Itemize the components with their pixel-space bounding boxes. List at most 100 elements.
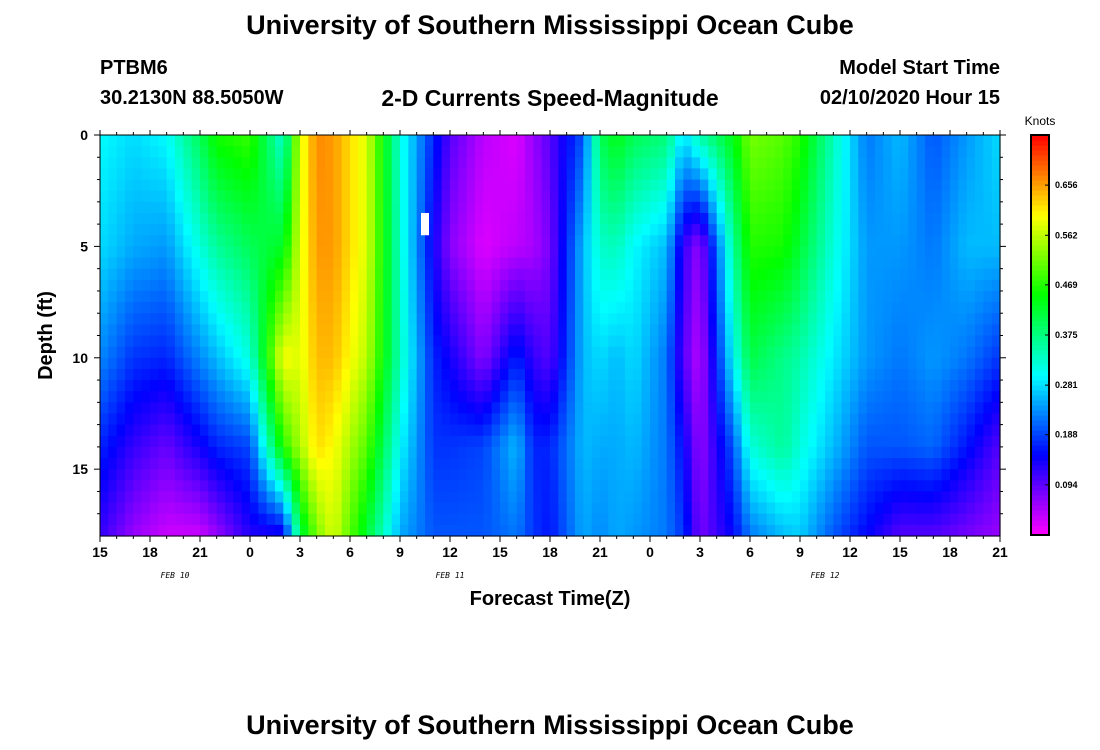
heatmap-cell — [816, 413, 826, 426]
heatmap-cell — [891, 235, 901, 247]
heatmap-cell — [416, 268, 426, 281]
heatmap-cell — [825, 246, 834, 259]
heatmap-cell — [400, 513, 409, 526]
heatmap-cell — [191, 335, 201, 348]
heatmap-cell — [758, 302, 768, 314]
heatmap-cell — [541, 246, 551, 259]
heatmap-cell — [733, 391, 743, 403]
heatmap-cell — [566, 346, 576, 359]
heatmap-cell — [566, 469, 576, 481]
heatmap-cell — [725, 179, 734, 192]
heatmap-cell — [316, 302, 326, 314]
heatmap-cell — [283, 435, 293, 448]
heatmap-cell — [166, 257, 176, 270]
heatmap-cell — [141, 279, 151, 292]
heatmap-cell — [208, 246, 218, 259]
heatmap-cell — [266, 157, 276, 170]
heatmap-cell — [908, 157, 918, 170]
heatmap-cell — [658, 480, 668, 493]
heatmap-cell — [958, 135, 968, 147]
heatmap-cell — [500, 290, 509, 303]
heatmap-cell — [750, 135, 759, 147]
heatmap-cell — [175, 235, 184, 247]
heatmap-cell — [375, 435, 384, 448]
heatmap-cell — [150, 257, 159, 270]
heatmap-cell — [283, 402, 293, 415]
heatmap-cell — [616, 235, 626, 247]
heatmap-cell — [175, 435, 184, 448]
heatmap-cell — [600, 469, 609, 481]
heatmap-cell — [750, 324, 759, 337]
heatmap-cell — [541, 268, 551, 281]
heatmap-cell — [258, 146, 268, 158]
heatmap-cell — [866, 335, 876, 348]
heatmap-cell — [883, 268, 893, 281]
heatmap-cell — [500, 458, 509, 470]
heatmap-cell — [416, 235, 426, 247]
heatmap-cell — [366, 491, 376, 504]
heatmap-cell — [291, 368, 301, 381]
heatmap-cell — [866, 513, 876, 526]
heatmap-cell — [200, 224, 209, 236]
heatmap-cell — [533, 458, 543, 470]
y-axis-title: Depth (ft) — [35, 291, 57, 380]
heatmap-cell — [933, 446, 943, 459]
heatmap-cell — [883, 246, 893, 259]
heatmap-cell — [816, 391, 826, 403]
heatmap-cell — [708, 357, 718, 370]
heatmap-cell — [341, 524, 351, 537]
heatmap-cell — [475, 480, 484, 493]
heatmap-cell — [416, 413, 426, 426]
heatmap-cell — [866, 179, 876, 192]
colorbar-segment — [1031, 520, 1049, 526]
heatmap-cell — [150, 513, 159, 526]
heatmap-cell — [416, 435, 426, 448]
heatmap-cell — [783, 146, 793, 158]
heatmap-cell — [325, 380, 334, 392]
heatmap-cell — [691, 424, 701, 437]
heatmap-cell — [683, 201, 693, 214]
heatmap-cell — [258, 391, 268, 403]
heatmap-cell — [475, 446, 484, 459]
heatmap-cell — [908, 357, 918, 370]
heatmap-cell — [141, 146, 151, 158]
heatmap-cell — [616, 190, 626, 203]
heatmap-cells — [100, 135, 1001, 537]
y-tick-label: 5 — [80, 238, 88, 254]
heatmap-cell — [750, 201, 759, 214]
heatmap-cell — [658, 524, 668, 537]
heatmap-cell — [158, 368, 168, 381]
heatmap-cell — [283, 279, 293, 292]
heatmap-cell — [366, 290, 376, 303]
colorbar-segment — [1031, 295, 1049, 301]
heatmap-cell — [725, 335, 734, 348]
heatmap-cell — [733, 146, 743, 158]
heatmap-cell — [908, 146, 918, 158]
heatmap-cell — [133, 290, 143, 303]
heatmap-cell — [816, 224, 826, 236]
heatmap-cell — [400, 257, 409, 270]
heatmap-cell — [591, 502, 601, 515]
heatmap-cell — [675, 335, 684, 348]
heatmap-cell — [250, 268, 259, 281]
heatmap-cell — [125, 380, 134, 392]
heatmap-cell — [233, 135, 243, 147]
heatmap-cell — [108, 290, 118, 303]
heatmap-cell — [200, 491, 209, 504]
heatmap-cell — [216, 190, 226, 203]
heatmap-cell — [316, 290, 326, 303]
heatmap-cell — [266, 368, 276, 381]
heatmap-cell — [441, 346, 451, 359]
heatmap-cell — [166, 246, 176, 259]
heatmap-cell — [916, 190, 926, 203]
heatmap-cell — [841, 346, 851, 359]
heatmap-cell — [175, 302, 184, 314]
heatmap-cell — [425, 335, 434, 348]
heatmap-cell — [208, 190, 218, 203]
heatmap-cell — [291, 279, 301, 292]
heatmap-cell — [925, 313, 934, 325]
heatmap-cell — [391, 524, 401, 537]
heatmap-cell — [541, 168, 551, 181]
heatmap-cell — [133, 513, 143, 526]
heatmap-cell — [916, 257, 926, 270]
